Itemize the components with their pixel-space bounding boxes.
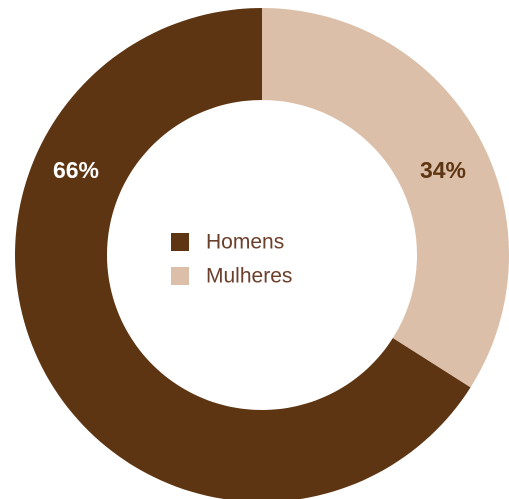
donut-segment	[15, 8, 471, 499]
legend-label: Homens	[206, 231, 284, 254]
legend-swatch	[171, 267, 189, 285]
value-label: 66%	[53, 157, 99, 183]
legend-label: Mulheres	[206, 265, 292, 288]
legend-swatch	[171, 233, 189, 251]
value-label: 34%	[420, 157, 466, 183]
donut-segment	[262, 8, 509, 388]
